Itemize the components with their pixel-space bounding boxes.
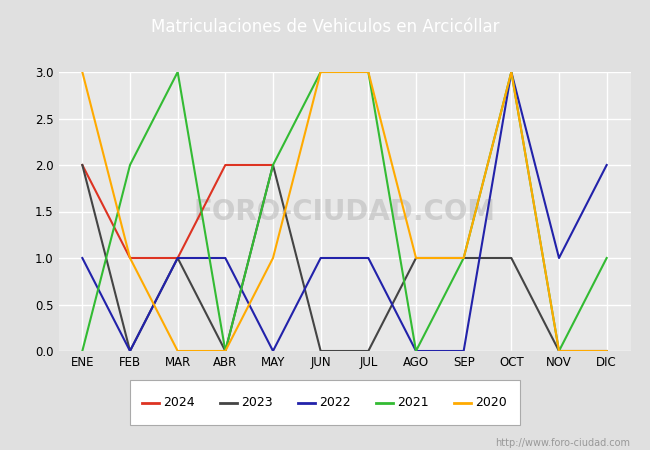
- Text: 2021: 2021: [396, 396, 428, 409]
- Text: 2023: 2023: [240, 396, 272, 409]
- Text: Matriculaciones de Vehiculos en Arcicóllar: Matriculaciones de Vehiculos en Arcicóll…: [151, 18, 499, 36]
- Text: 2024: 2024: [162, 396, 194, 409]
- Text: http://www.foro-ciudad.com: http://www.foro-ciudad.com: [495, 438, 630, 448]
- Text: FORO-CIUDAD.COM: FORO-CIUDAD.COM: [194, 198, 495, 225]
- FancyBboxPatch shape: [130, 380, 520, 425]
- Text: 2020: 2020: [474, 396, 506, 409]
- Text: 2022: 2022: [318, 396, 350, 409]
